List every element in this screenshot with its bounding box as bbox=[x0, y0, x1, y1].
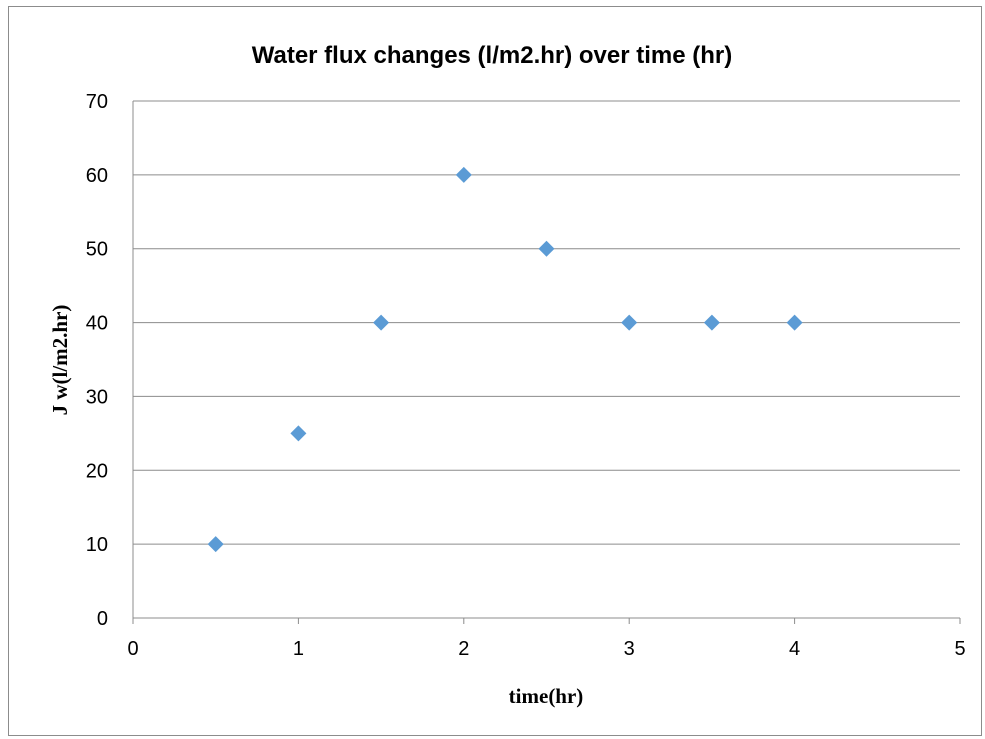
y-tick-label-30: 30 bbox=[86, 386, 108, 408]
data-point-8 bbox=[786, 314, 803, 331]
data-point-7 bbox=[703, 314, 720, 331]
x-tick-label-5: 5 bbox=[954, 638, 965, 660]
x-tick-label-1: 1 bbox=[293, 638, 304, 660]
x-tick-label-2: 2 bbox=[458, 638, 469, 660]
chart-frame bbox=[8, 6, 982, 736]
y-tick-label-60: 60 bbox=[86, 165, 108, 187]
x-tick-label-0: 0 bbox=[127, 638, 138, 660]
x-axis-label: time(hr) bbox=[509, 684, 584, 708]
y-tick-label-40: 40 bbox=[86, 313, 108, 335]
gridlines bbox=[133, 100, 960, 545]
data-point-3 bbox=[373, 314, 390, 331]
data-point-4 bbox=[455, 166, 472, 183]
x-tick-label-3: 3 bbox=[624, 638, 635, 660]
y-axis-label: J w(l/m2.hr) bbox=[48, 305, 72, 416]
x-tick-label-4: 4 bbox=[789, 638, 800, 660]
axes bbox=[132, 101, 961, 624]
chart-title: Water flux changes (l/m2.hr) over time (… bbox=[252, 42, 733, 69]
y-tick-label-50: 50 bbox=[86, 239, 108, 261]
data-points bbox=[207, 166, 803, 553]
y-tick-label-20: 20 bbox=[86, 460, 108, 482]
y-tick-labels: 0 10 20 30 40 50 60 70 bbox=[86, 91, 108, 630]
data-point-2 bbox=[290, 425, 307, 442]
y-tick-label-70: 70 bbox=[86, 91, 108, 113]
y-tick-label-10: 10 bbox=[86, 534, 108, 556]
y-tick-label-0: 0 bbox=[97, 608, 108, 630]
x-tick-labels: 0 1 2 3 4 5 bbox=[127, 638, 965, 660]
data-point-1 bbox=[207, 536, 224, 553]
data-point-5 bbox=[538, 240, 555, 257]
data-point-6 bbox=[621, 314, 638, 331]
